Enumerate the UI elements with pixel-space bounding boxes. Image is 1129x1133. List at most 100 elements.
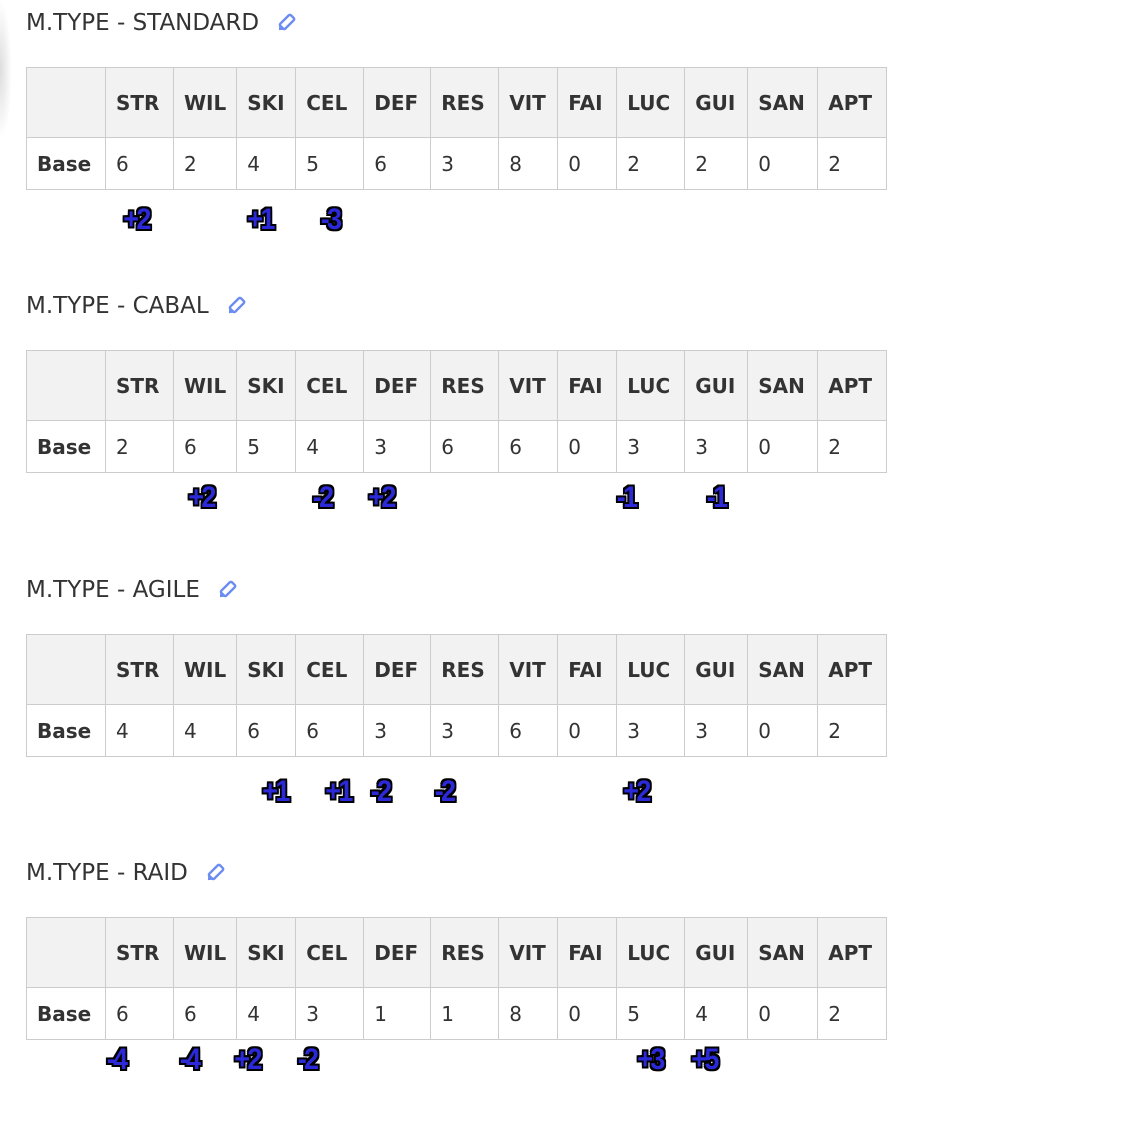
modifier-annotation: -3 [320,203,342,236]
cell-ski: 5 [236,420,297,473]
cell-fai: 0 [557,420,618,473]
cell-def: 3 [363,420,432,473]
column-header-res: RES [430,917,500,988]
column-header-gui: GUI [684,67,749,138]
modifier-annotation: -2 [312,481,334,514]
cell-luc: 3 [616,420,686,473]
cell-luc: 3 [616,704,686,757]
section-title: M.TYPE - RAID [26,860,226,886]
column-header-luc: LUC [616,634,686,705]
cell-san: 0 [747,137,819,190]
cell-wil: 6 [172,420,238,473]
column-header-blank [26,350,106,421]
column-header-blank [26,917,106,988]
column-header-san: SAN [747,917,819,988]
stats-table: STR WIL SKI CEL DEF RES VIT FAI LUC GUI SAN APT Base… [26,67,888,190]
cell-cel: 5 [295,137,365,190]
column-header-san: SAN [747,67,819,138]
cell-gui: 2 [684,137,749,190]
cell-cel: 3 [295,987,365,1040]
pencil-icon[interactable] [216,579,238,601]
table-row: Base 2 6 5 4 3 6 6 0 3 3 0 2 [26,420,888,473]
column-header-vit: VIT [498,67,559,138]
cell-san: 0 [747,987,819,1040]
column-header-wil: WIL [172,917,238,988]
column-header-blank [26,634,106,705]
cell-san: 0 [747,420,819,473]
modifier-annotation: -1 [616,481,638,514]
column-header-def: DEF [363,350,432,421]
section-agile: M.TYPE - AGILE STR WIL SKI CEL DEF RES VIT FAI LU… [0,567,1129,850]
section-standard: M.TYPE - STANDARD STR WIL SKI CEL DEF RES VIT FA… [0,0,1129,283]
section-title: M.TYPE - AGILE [26,577,238,603]
stats-table: STR WIL SKI CEL DEF RES VIT FAI LUC GUI SAN APT Base… [26,350,888,473]
cell-res: 1 [430,987,500,1040]
section-title: M.TYPE - STANDARD [26,10,297,36]
modifier-annotation: -1 [706,481,728,514]
pencil-icon[interactable] [204,862,226,884]
column-header-gui: GUI [684,350,749,421]
cell-cel: 4 [295,420,365,473]
cell-wil: 4 [172,704,238,757]
pencil-icon[interactable] [225,295,247,317]
modifier-annotation: -4 [106,1043,128,1076]
cell-vit: 8 [498,137,559,190]
modifier-annotation: -2 [297,1043,319,1076]
column-header-luc: LUC [616,350,686,421]
row-label: Base [26,704,106,757]
modifier-annotation: -4 [179,1043,201,1076]
cell-res: 6 [430,420,500,473]
column-header-gui: GUI [684,634,749,705]
cell-res: 3 [430,704,500,757]
section-title-text: M.TYPE - RAID [26,860,188,886]
left-shadow [0,0,12,140]
cell-def: 1 [363,987,432,1040]
column-header-apt: APT [817,634,888,705]
cell-res: 3 [430,137,500,190]
column-header-san: SAN [747,634,819,705]
column-header-fai: FAI [557,917,618,988]
header-row: STR WIL SKI CEL DEF RES VIT FAI LUC GUI SAN APT [26,350,888,421]
row-label: Base [26,987,106,1040]
column-header-cel: CEL [295,917,365,988]
cell-def: 3 [363,704,432,757]
section-title: M.TYPE - CABAL [26,293,247,319]
cell-str: 4 [105,704,174,757]
modifier-annotation: +1 [325,775,353,808]
column-header-str: STR [105,917,174,988]
column-header-str: STR [105,634,174,705]
cell-str: 6 [105,137,174,190]
section-title-text: M.TYPE - AGILE [26,577,200,603]
cell-gui: 3 [684,420,749,473]
table-row: Base 6 2 4 5 6 3 8 0 2 2 0 2 [26,137,888,190]
column-header-fai: FAI [557,634,618,705]
cell-gui: 3 [684,704,749,757]
header-row: STR WIL SKI CEL DEF RES VIT FAI LUC GUI SAN APT [26,67,888,138]
column-header-fai: FAI [557,350,618,421]
modifier-annotation: +1 [247,203,275,236]
modifier-annotation: +2 [623,775,651,808]
column-header-vit: VIT [498,917,559,988]
cell-apt: 2 [817,420,888,473]
column-header-cel: CEL [295,67,365,138]
cell-fai: 0 [557,987,618,1040]
header-row: STR WIL SKI CEL DEF RES VIT FAI LUC GUI SAN APT [26,917,888,988]
section-title-text: M.TYPE - CABAL [26,293,209,319]
column-header-gui: GUI [684,917,749,988]
column-header-cel: CEL [295,634,365,705]
column-header-san: SAN [747,350,819,421]
column-header-res: RES [430,67,500,138]
table-row: Base 4 4 6 6 3 3 6 0 3 3 0 2 [26,704,888,757]
cell-vit: 8 [498,987,559,1040]
cell-cel: 6 [295,704,365,757]
section-title-text: M.TYPE - STANDARD [26,10,260,36]
row-label: Base [26,137,106,190]
modifier-annotation: +5 [691,1043,719,1076]
column-header-res: RES [430,350,500,421]
column-header-ski: SKI [236,67,297,138]
modifier-annotation: +2 [368,481,396,514]
pencil-icon[interactable] [275,12,297,34]
table-row: Base 6 6 4 3 1 1 8 0 5 4 0 2 [26,987,888,1040]
column-header-vit: VIT [498,634,559,705]
section-raid: M.TYPE - RAID STR WIL SKI CEL DEF RES VIT FAI LUC… [0,850,1129,1133]
